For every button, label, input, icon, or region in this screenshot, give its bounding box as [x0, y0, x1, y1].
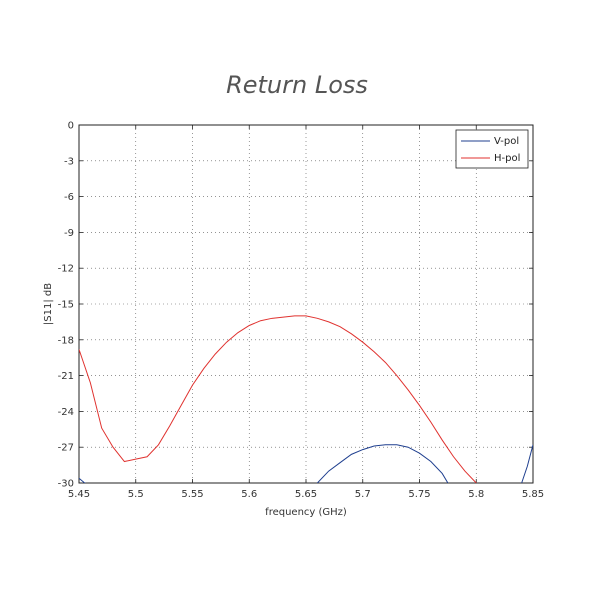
series-line-h-pol	[79, 315, 477, 483]
legend-label-vpol: V-pol	[494, 136, 519, 147]
y-axis-label: |S11| dB	[43, 283, 54, 325]
series-line-v-pol	[316, 444, 449, 483]
x-tick-label: 5.5	[128, 489, 144, 500]
x-axis-label: frequency (GHz)	[265, 507, 347, 518]
y-tick-label: -12	[58, 264, 74, 275]
y-tick-label: -9	[64, 228, 74, 239]
y-tick-label: -3	[64, 156, 74, 167]
x-tick-label: 5.6	[241, 489, 257, 500]
x-tick-label: 5.65	[295, 489, 317, 500]
y-tick-label: -30	[58, 479, 74, 490]
x-tick-label: 5.55	[181, 489, 203, 500]
y-tick-label: -15	[58, 300, 74, 311]
x-tick-label: 5.45	[68, 489, 90, 500]
legend: V-pol H-pol	[455, 129, 529, 169]
y-tick-label: -24	[58, 407, 74, 418]
y-tick-label: -21	[58, 371, 74, 382]
legend-label-hpol: H-pol	[494, 153, 520, 164]
x-tick-label: 5.85	[522, 489, 544, 500]
data-series	[79, 315, 533, 483]
chart-title: Return Loss	[226, 71, 368, 99]
x-tick-label: 5.7	[355, 489, 371, 500]
y-tick-label: 0	[68, 121, 74, 132]
plot-area	[78, 124, 534, 484]
axis-ticks: 5.45 5.5 5.55 5.6 5.65 5.7 5.75 5.8 5.85 0 -3 -6 -9 -…	[58, 121, 544, 501]
x-tick-label: 5.8	[468, 489, 484, 500]
y-tick-label: -27	[58, 443, 74, 454]
y-tick-label: -6	[64, 192, 74, 203]
y-tick-label: -18	[58, 335, 74, 346]
series-line-v-pol	[521, 444, 533, 483]
x-tick-label: 5.75	[408, 489, 430, 500]
legend-box	[455, 129, 529, 169]
series-line-v-pol	[79, 477, 86, 483]
